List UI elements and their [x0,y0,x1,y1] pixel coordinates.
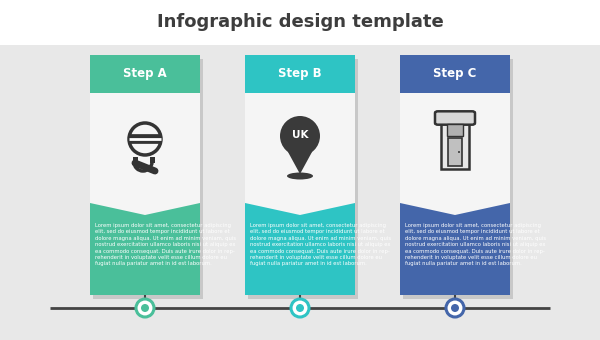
Text: Lorem ipsum dolor sit amet, consectetur adipiscing
elit, sed do eiusmod tempor i: Lorem ipsum dolor sit amet, consectetur … [95,223,236,267]
Ellipse shape [287,172,313,180]
FancyBboxPatch shape [93,59,203,299]
Text: Step A: Step A [123,68,167,81]
FancyBboxPatch shape [400,55,510,295]
Text: Lorem ipsum dolor sit amet, consectetur adipiscing
elit, sed do eiusmod tempor i: Lorem ipsum dolor sit amet, consectetur … [250,223,391,267]
Polygon shape [288,152,312,174]
FancyBboxPatch shape [248,59,358,299]
Text: UK: UK [292,130,308,140]
FancyBboxPatch shape [133,157,138,163]
FancyBboxPatch shape [0,0,600,45]
Polygon shape [245,195,355,215]
FancyBboxPatch shape [90,93,200,195]
FancyBboxPatch shape [441,119,469,169]
Text: Step C: Step C [433,68,476,81]
Polygon shape [400,195,510,215]
FancyBboxPatch shape [435,111,475,125]
FancyBboxPatch shape [400,93,510,195]
Ellipse shape [451,304,459,312]
FancyBboxPatch shape [150,157,155,163]
Ellipse shape [136,299,154,317]
FancyBboxPatch shape [245,93,355,195]
Text: Step B: Step B [278,68,322,81]
Ellipse shape [458,151,460,153]
FancyBboxPatch shape [400,55,510,93]
FancyBboxPatch shape [245,55,355,295]
Polygon shape [90,195,200,215]
FancyBboxPatch shape [403,59,513,299]
Ellipse shape [291,299,309,317]
Ellipse shape [446,299,464,317]
FancyBboxPatch shape [447,124,463,136]
Ellipse shape [280,116,320,156]
FancyBboxPatch shape [448,138,462,166]
FancyBboxPatch shape [90,55,200,93]
Ellipse shape [296,304,304,312]
FancyBboxPatch shape [245,55,355,93]
Ellipse shape [141,304,149,312]
Text: Infographic design template: Infographic design template [157,13,443,31]
Text: Lorem ipsum dolor sit amet, consectetur adipiscing
elit, sed do eiusmod tempor i: Lorem ipsum dolor sit amet, consectetur … [405,223,546,267]
FancyBboxPatch shape [90,55,200,295]
